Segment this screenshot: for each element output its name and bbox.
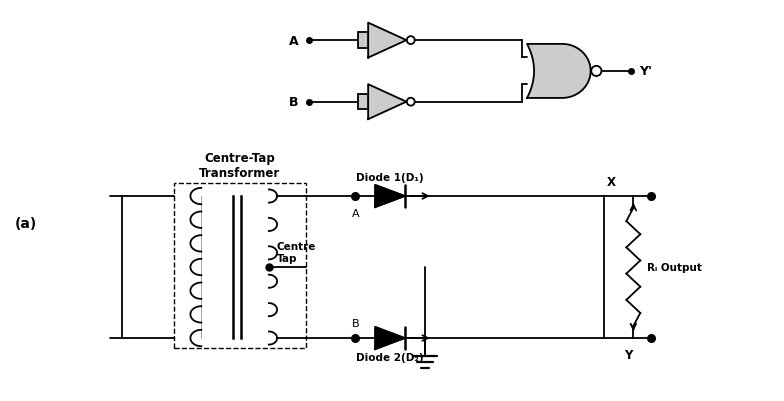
Text: Centre
Tap: Centre Tap — [277, 242, 316, 263]
Text: A: A — [289, 34, 299, 47]
Text: B: B — [289, 96, 299, 109]
Text: Rₗ Output: Rₗ Output — [648, 262, 702, 272]
Text: Y: Y — [624, 348, 633, 361]
Polygon shape — [368, 24, 406, 59]
Text: Diode 2(D₂): Diode 2(D₂) — [356, 352, 424, 362]
Text: X: X — [607, 176, 616, 188]
Circle shape — [407, 37, 415, 45]
Text: A: A — [351, 209, 359, 219]
Bar — [173, 184, 306, 348]
Bar — [358, 33, 368, 49]
Circle shape — [407, 99, 415, 106]
Text: Centre-Tap
Transformer: Centre-Tap Transformer — [199, 152, 280, 180]
Polygon shape — [375, 185, 405, 208]
Bar — [358, 95, 368, 110]
Text: Y': Y' — [639, 65, 652, 78]
Polygon shape — [527, 45, 590, 99]
Polygon shape — [375, 327, 405, 349]
Text: Diode 1(D₁): Diode 1(D₁) — [356, 173, 424, 183]
Text: B: B — [351, 318, 359, 328]
Polygon shape — [368, 85, 406, 120]
Circle shape — [591, 67, 601, 77]
Text: (a): (a) — [15, 216, 37, 230]
